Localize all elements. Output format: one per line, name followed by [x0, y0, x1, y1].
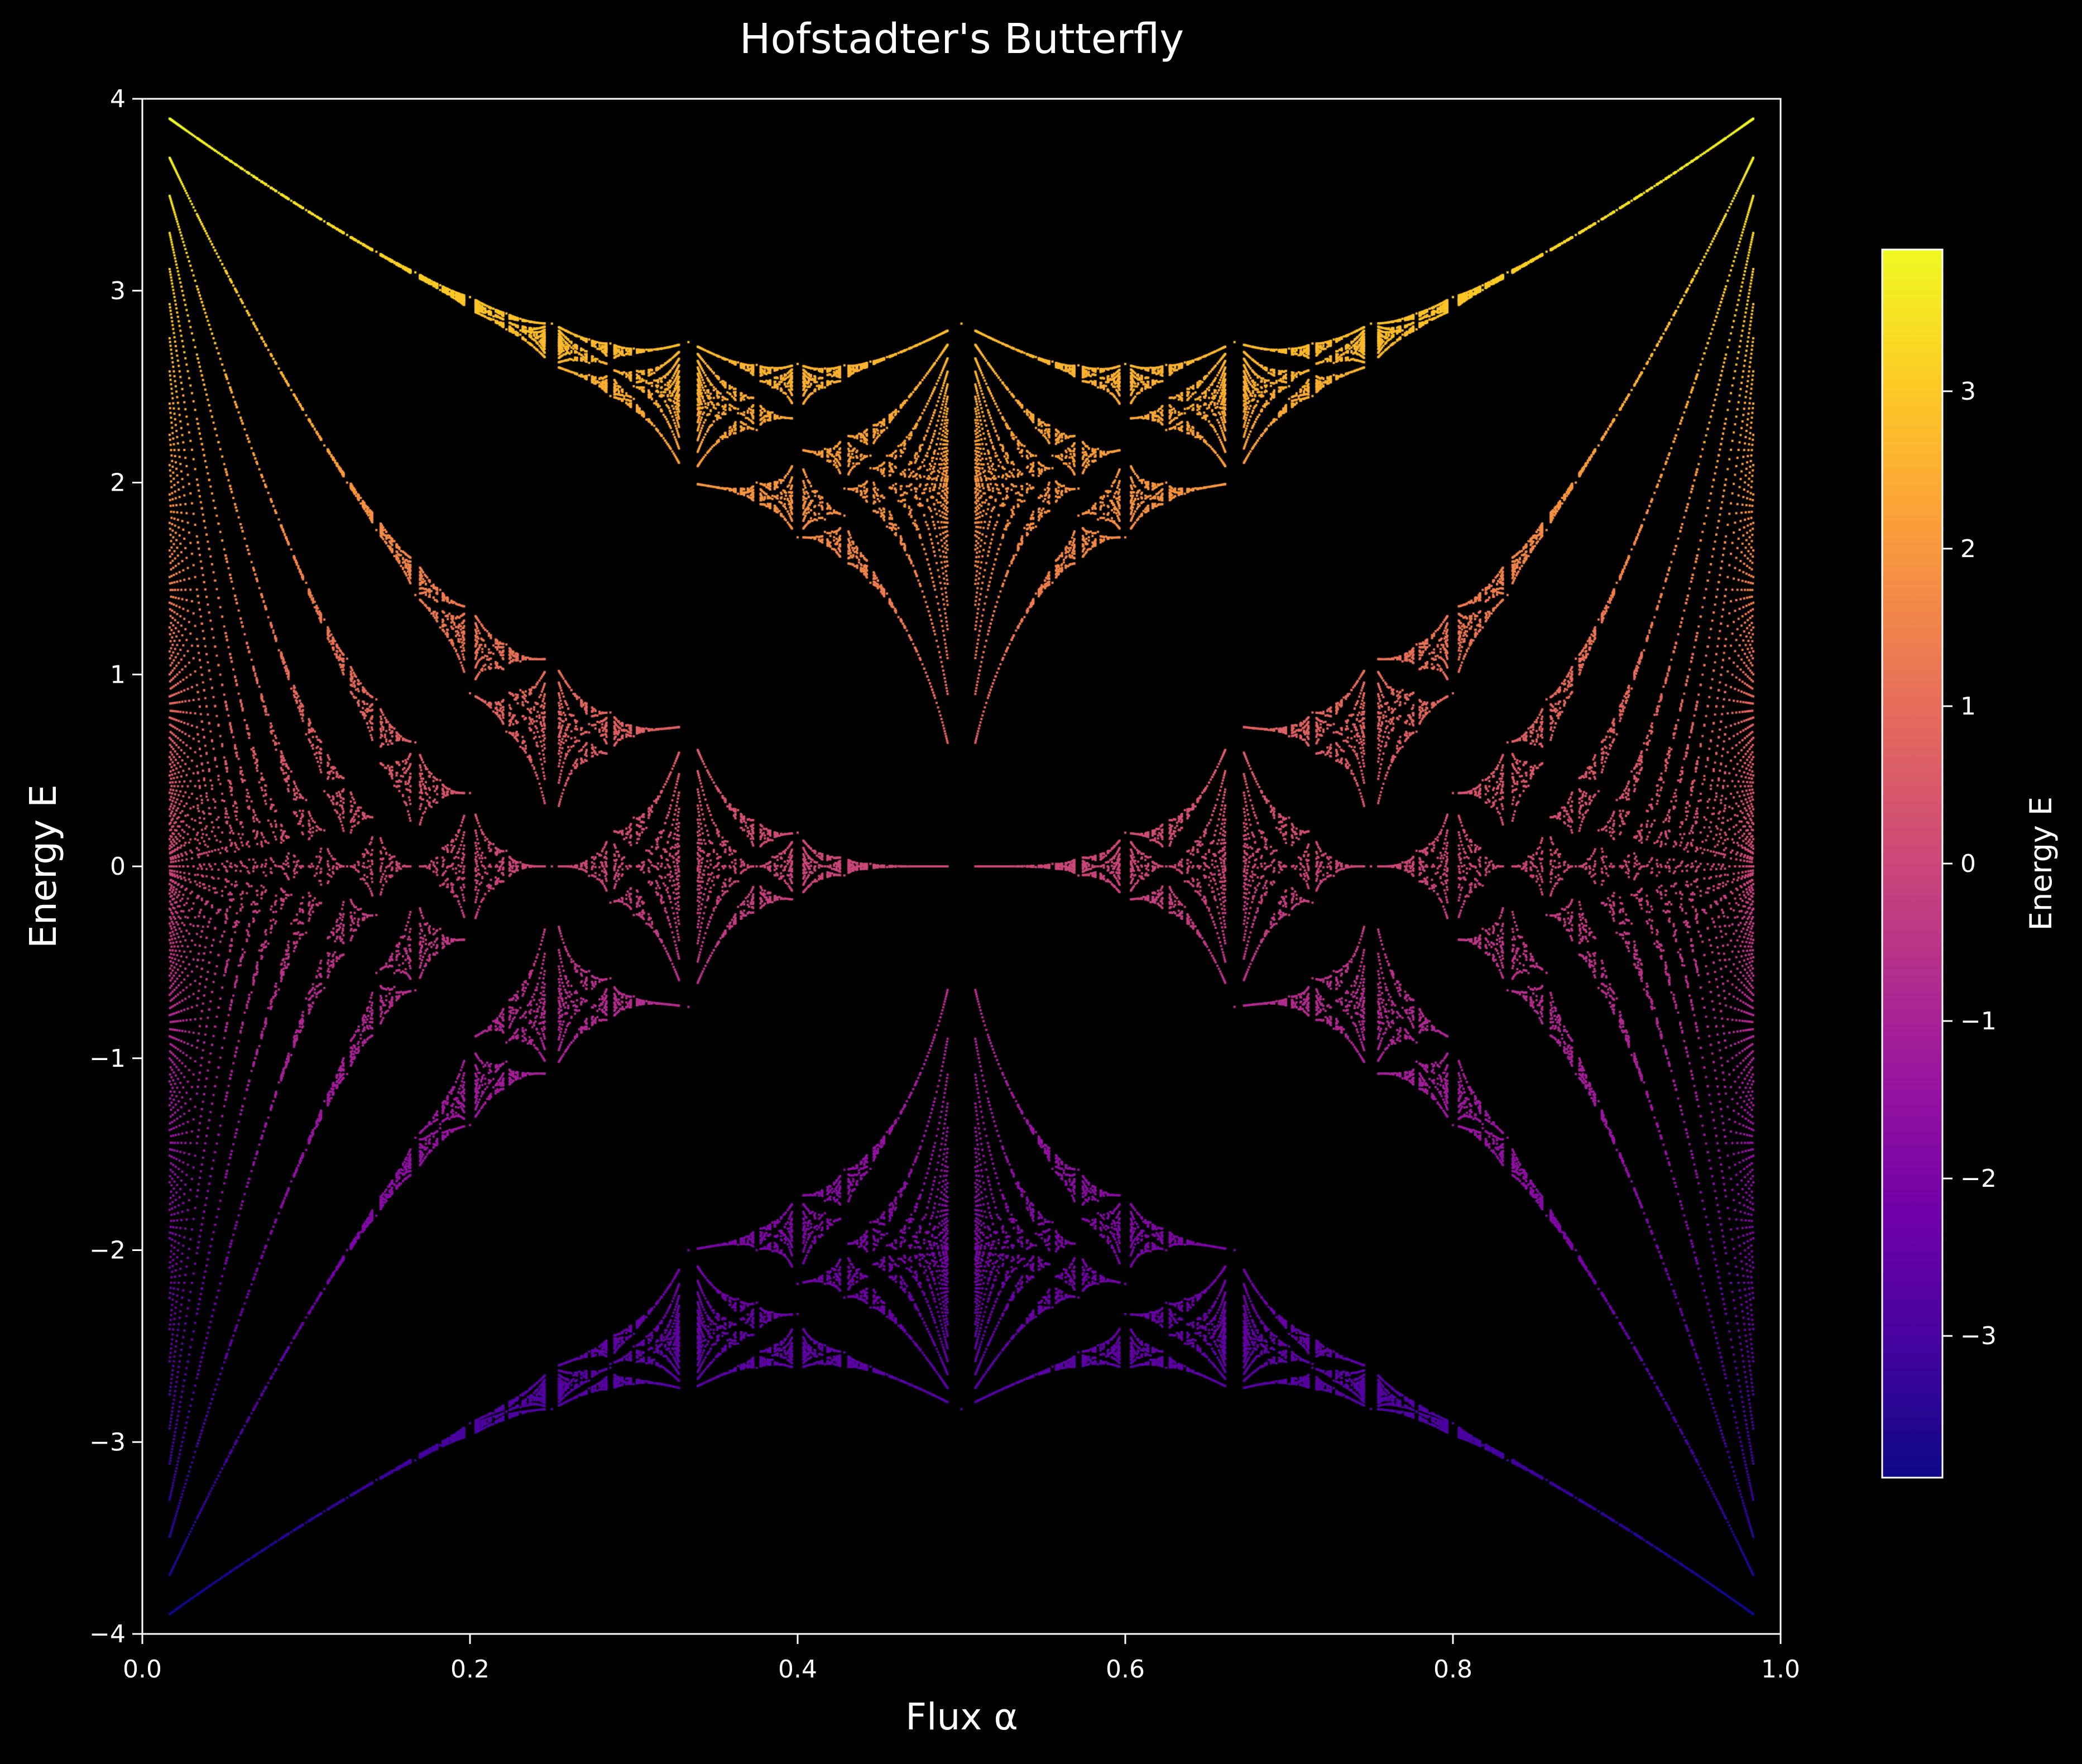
x-tick-label: 0.4 — [778, 1655, 817, 1684]
colorbar: −3 −2 −1 0 1 2 3 Energy E — [1881, 248, 2059, 1479]
y-tick-label: −1 — [89, 1044, 126, 1073]
y-axis-ticks: −4 −3 −2 −1 0 1 2 3 4 — [89, 85, 142, 1648]
plot-area — [141, 98, 1782, 1635]
colorbar-tick-label: 3 — [1960, 377, 1976, 406]
y-tick-label: −3 — [89, 1428, 126, 1456]
x-axis-label: Flux α — [905, 1695, 1018, 1738]
x-tick-label: 0.8 — [1433, 1655, 1472, 1684]
x-tick-label: 1.0 — [1761, 1655, 1800, 1684]
x-tick-label: 0.0 — [123, 1655, 162, 1684]
y-tick-label: 3 — [110, 277, 126, 305]
x-tick-label: 0.6 — [1106, 1655, 1145, 1684]
colorbar-gradient — [1881, 248, 1944, 1479]
colorbar-tick-label: 2 — [1960, 535, 1976, 563]
butterfly-spectrum-points — [142, 99, 1781, 1634]
colorbar-label: Energy E — [2023, 797, 2059, 931]
colorbar-tick-label: 1 — [1960, 692, 1976, 721]
x-tick-label: 0.2 — [450, 1655, 490, 1684]
chart-title: Hofstadter's Butterfly — [740, 15, 1184, 63]
y-axis-label: Energy E — [22, 784, 65, 948]
y-tick-label: 2 — [110, 469, 126, 497]
y-tick-label: 1 — [110, 660, 126, 689]
colorbar-tick-label: −3 — [1960, 1322, 1997, 1350]
y-tick-label: 4 — [110, 85, 126, 113]
y-tick-label: 0 — [110, 852, 126, 881]
y-tick-label: −2 — [89, 1236, 126, 1265]
y-tick-label: −4 — [89, 1620, 126, 1648]
colorbar-ticks: −3 −2 −1 0 1 2 3 — [1942, 377, 1997, 1350]
colorbar-tick-label: −2 — [1960, 1164, 1997, 1193]
colorbar-tick-label: 0 — [1960, 850, 1976, 878]
colorbar-tick-label: −1 — [1960, 1007, 1997, 1036]
x-axis-ticks: 0.0 0.2 0.4 0.6 0.8 1.0 — [123, 1634, 1800, 1684]
scatter-points — [142, 99, 1781, 1634]
